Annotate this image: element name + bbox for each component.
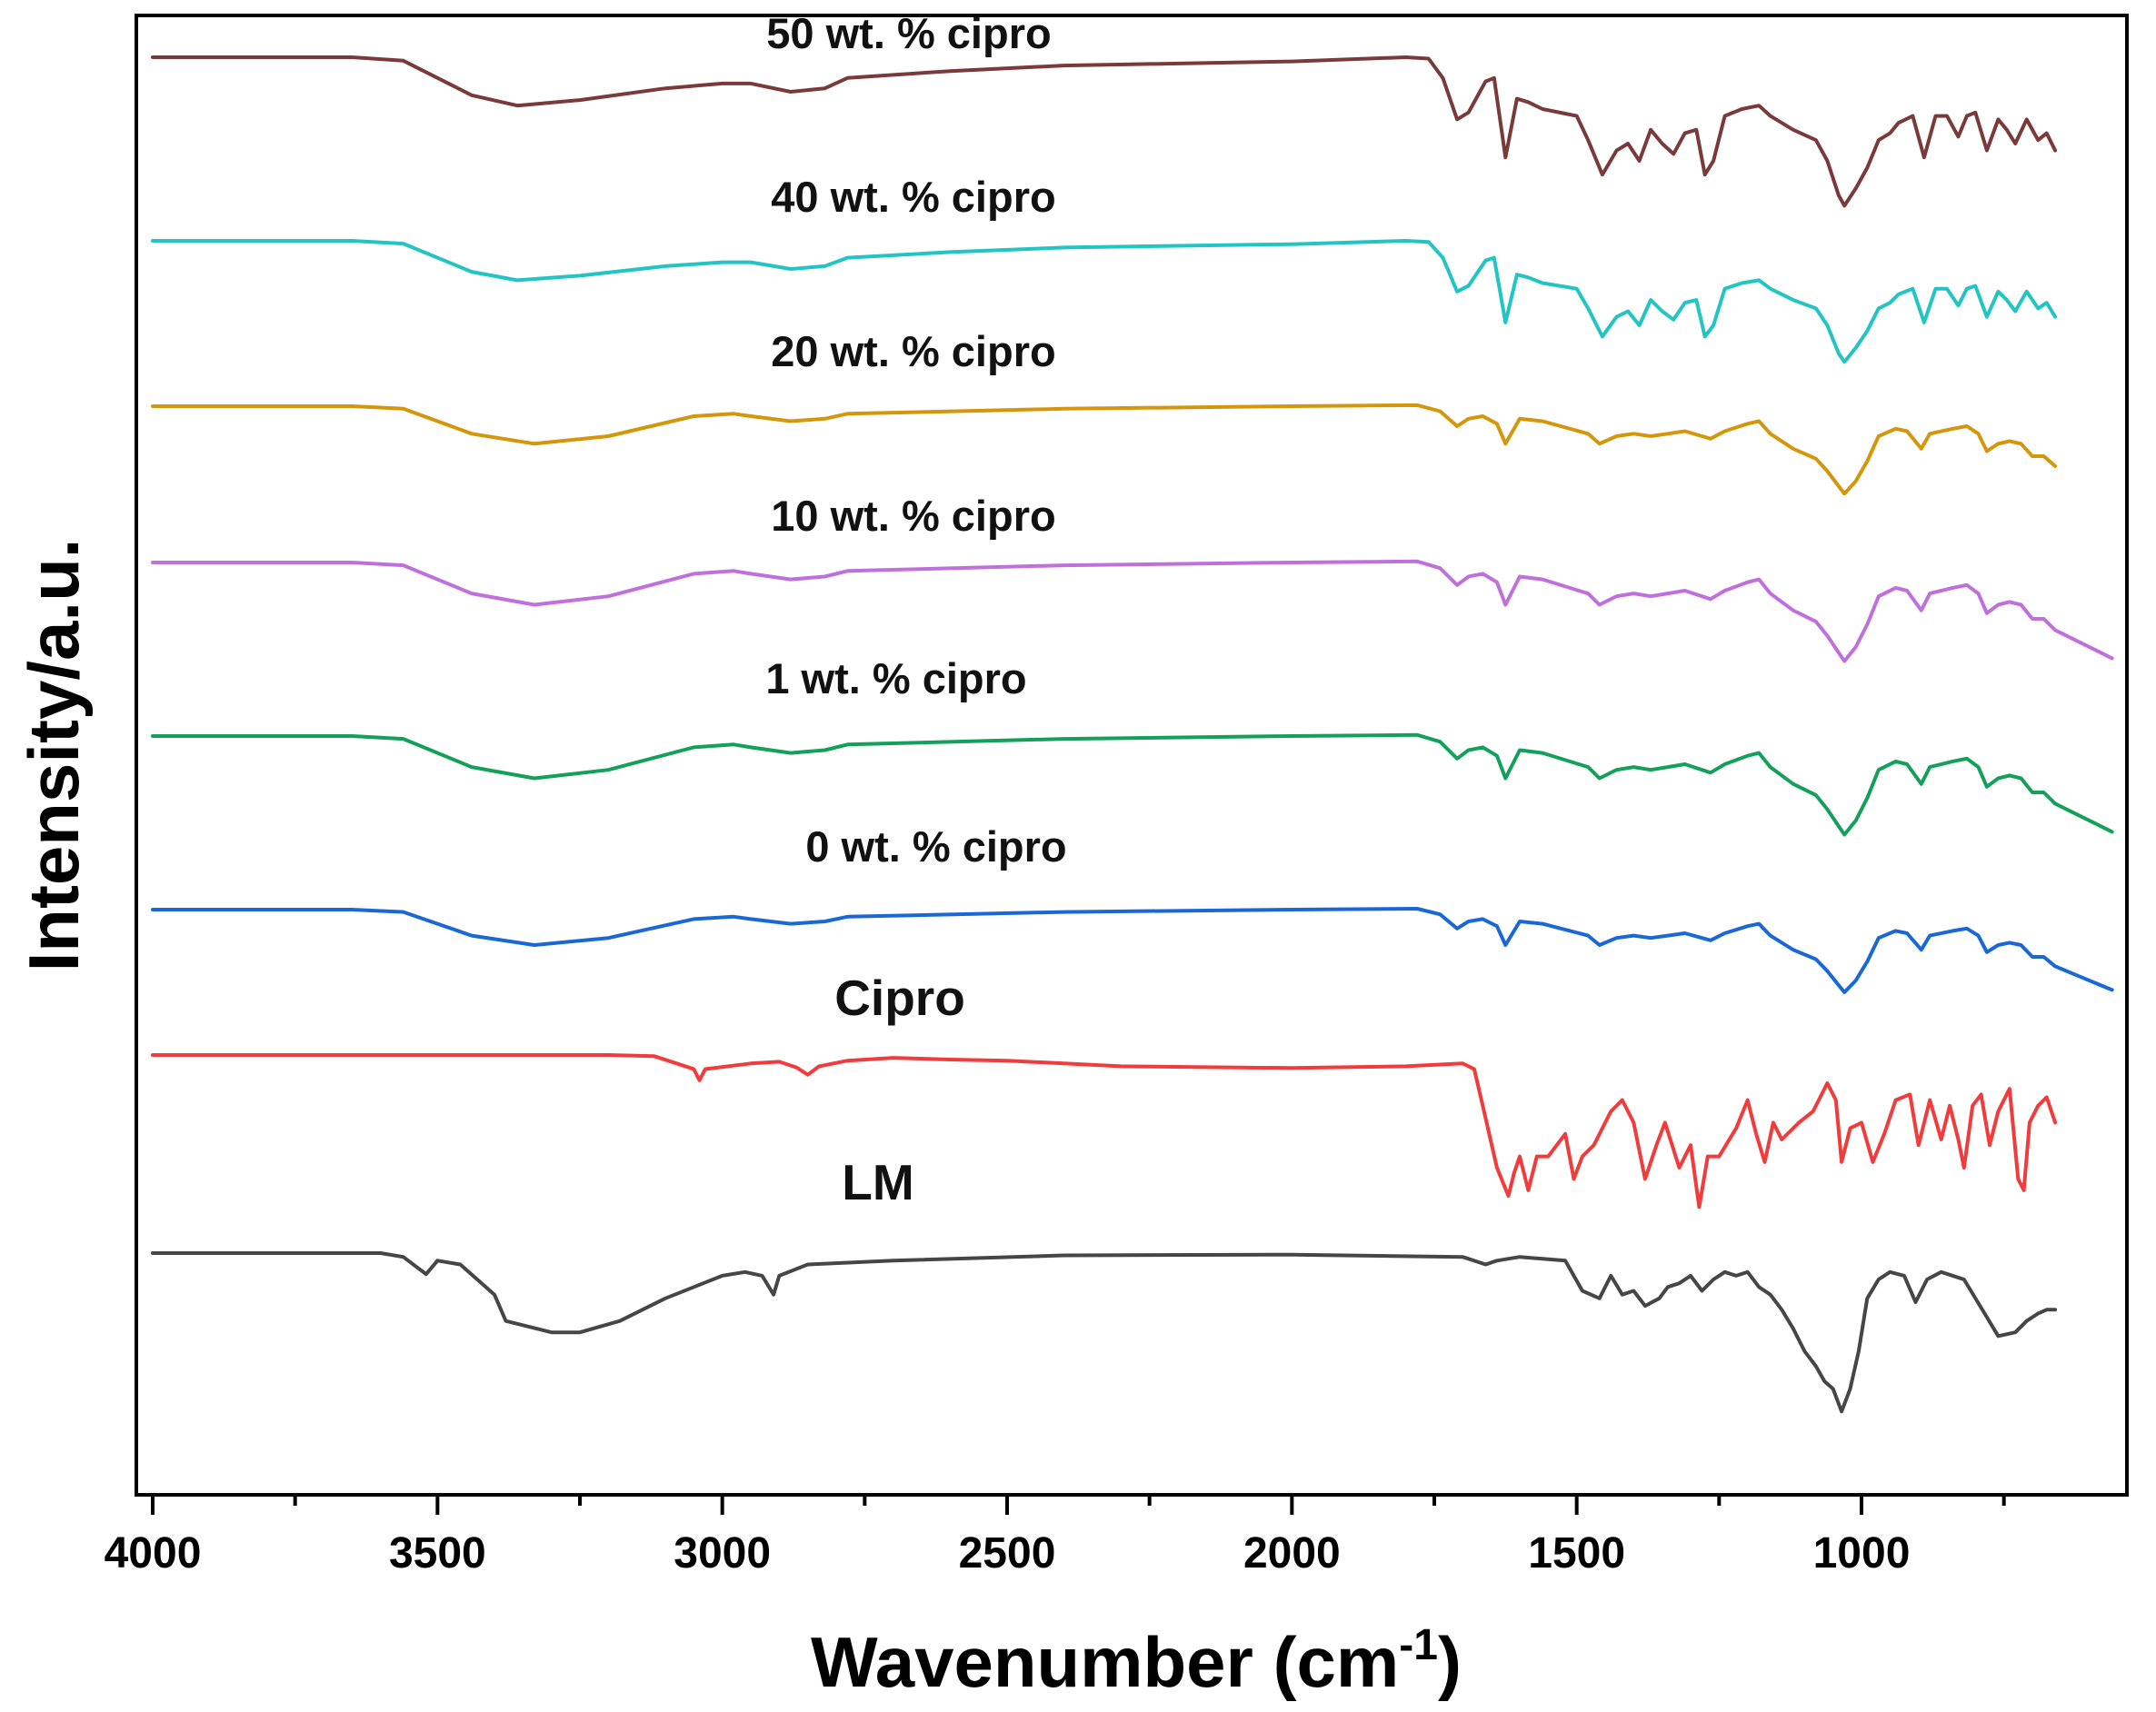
series-label-2: 20 wt. % cipro bbox=[771, 327, 1055, 375]
series-label-1: 40 wt. % cipro bbox=[771, 173, 1055, 221]
series-label-7: LM bbox=[842, 1154, 913, 1210]
x-tick-label: 4000 bbox=[105, 1529, 202, 1578]
series-trace-6 bbox=[151, 1053, 2058, 1209]
series-label-5: 0 wt. % cipro bbox=[805, 822, 1066, 871]
x-tick-label: 3000 bbox=[674, 1529, 771, 1578]
x-tick-label: 3500 bbox=[389, 1529, 486, 1578]
series-trace-5 bbox=[151, 907, 2114, 994]
spectra-group bbox=[151, 55, 2114, 1414]
series-trace-0 bbox=[151, 55, 2058, 208]
series-trace-4 bbox=[151, 732, 2114, 837]
series-label-6: Cipro bbox=[834, 970, 965, 1026]
x-tick-label: 1500 bbox=[1528, 1529, 1625, 1578]
series-label-group: 50 wt. % cipro 40 wt. % cipro 20 wt. % cip… bbox=[765, 9, 1066, 1210]
x-tick-label: 2500 bbox=[959, 1529, 1056, 1578]
series-trace-3 bbox=[151, 559, 2114, 663]
y-axis-title: Intensity/a.u. bbox=[14, 539, 94, 972]
series-label-0: 50 wt. % cipro bbox=[766, 9, 1051, 57]
series-trace-2 bbox=[151, 403, 2058, 496]
series-label-3: 10 wt. % cipro bbox=[771, 492, 1055, 540]
x-axis-tick-labels: 4000 3500 3000 2500 2000 1500 1000 bbox=[105, 1529, 1911, 1578]
plot-frame bbox=[135, 14, 2129, 1497]
series-trace-7 bbox=[151, 1251, 2058, 1414]
x-tick-label: 1000 bbox=[1813, 1529, 1911, 1578]
series-trace-1 bbox=[151, 239, 2058, 364]
x-axis-title: Wavenumber (cm-1) bbox=[811, 1621, 1462, 1702]
x-axis-ticks bbox=[151, 1495, 2006, 1515]
series-label-4: 1 wt. % cipro bbox=[765, 654, 1026, 702]
x-tick-label: 2000 bbox=[1243, 1529, 1341, 1578]
